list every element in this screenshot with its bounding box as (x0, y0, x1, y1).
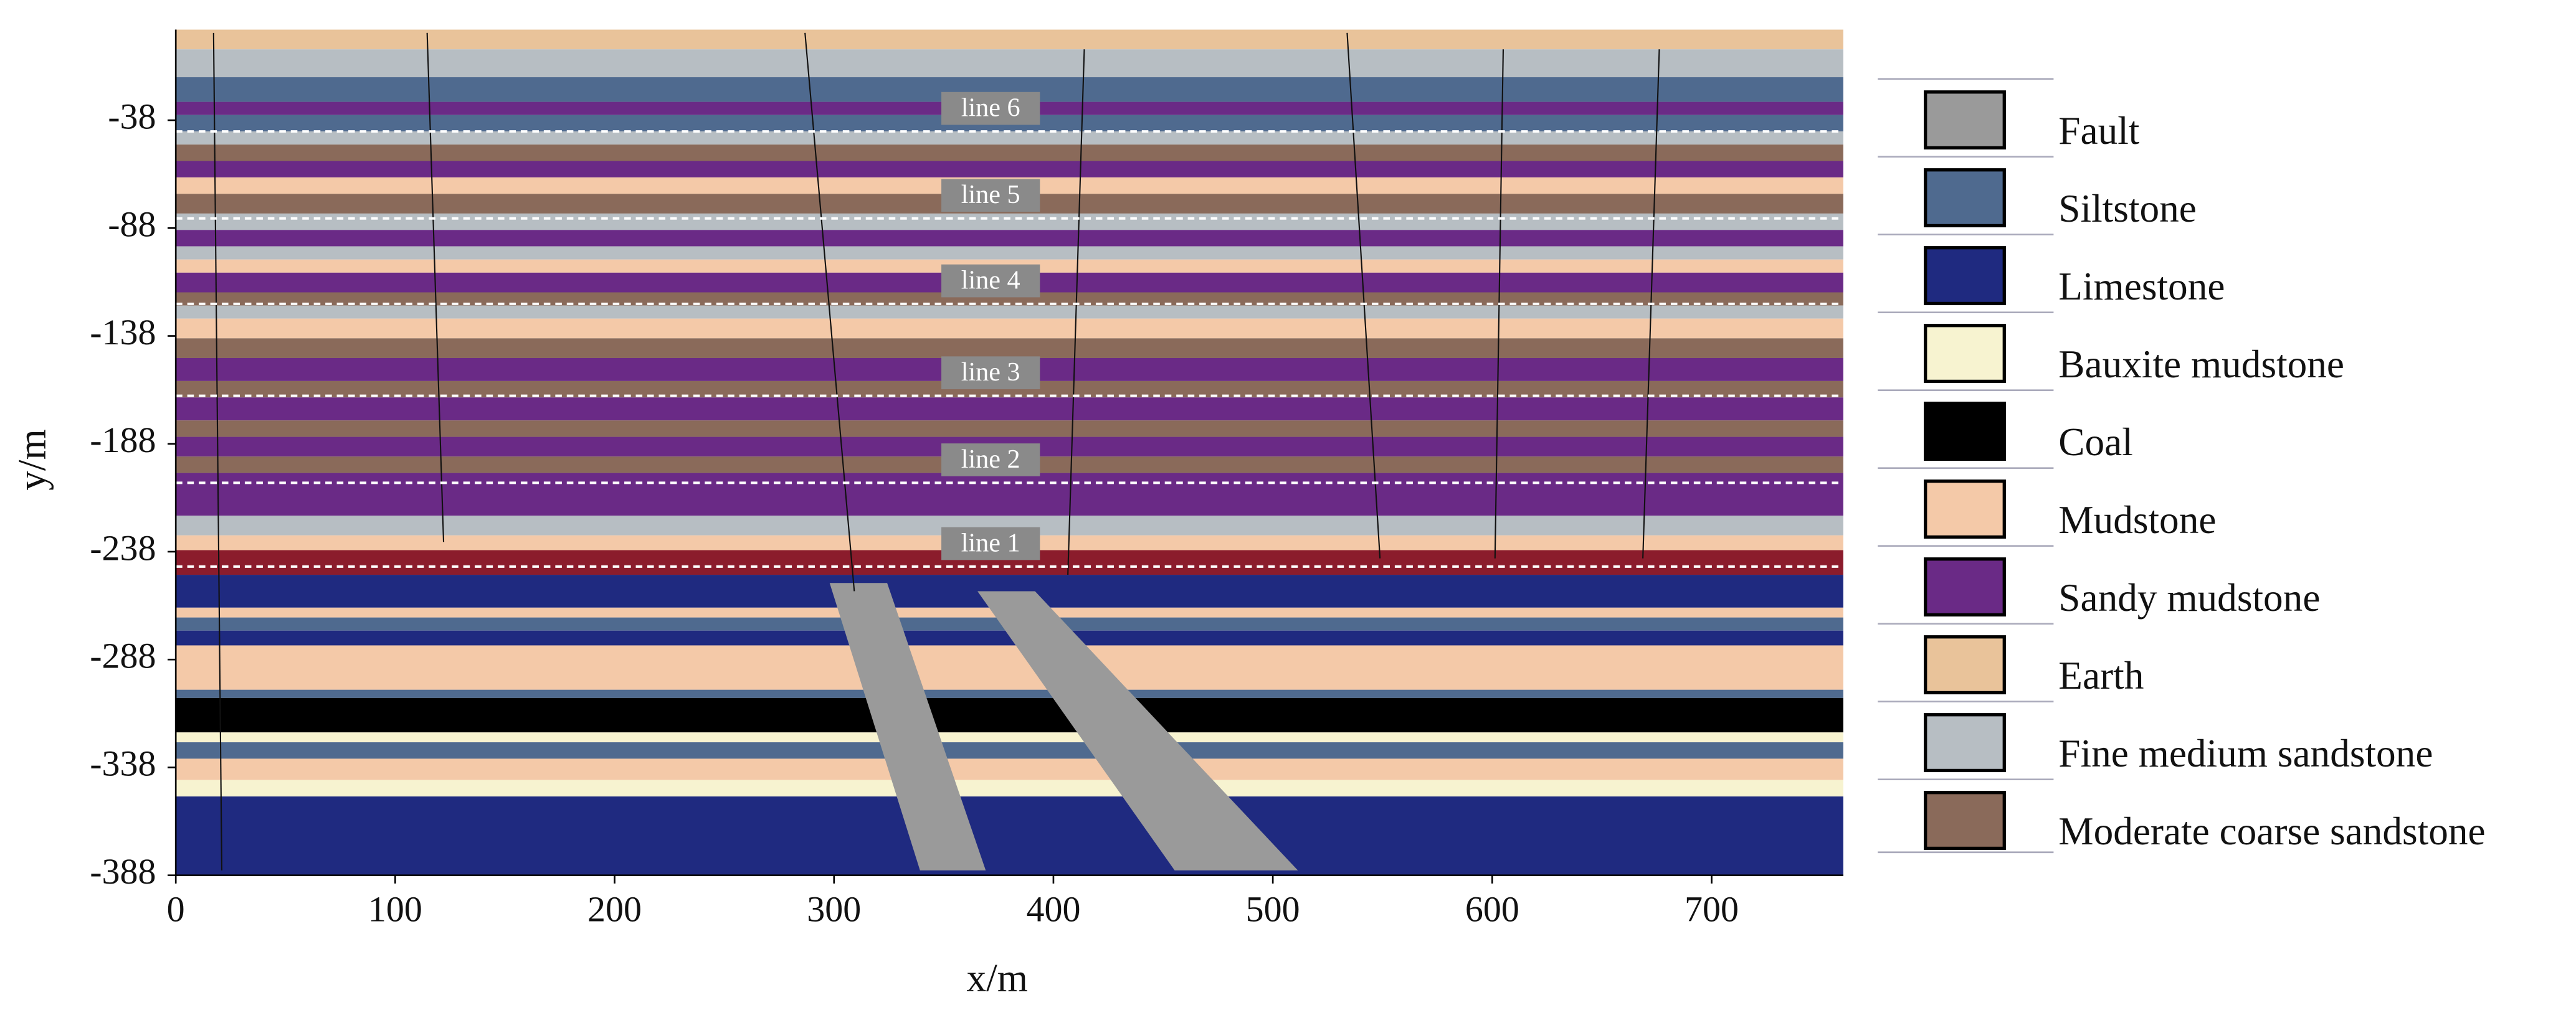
legend-swatch (1924, 713, 2006, 773)
y-tick-label: -38 (108, 96, 156, 136)
legend-swatch (1924, 324, 2006, 384)
stratum (176, 473, 1843, 516)
stratum (176, 29, 1843, 50)
legend-label: Moderate coarse sandstone (2058, 809, 2485, 853)
y-tick-label: -338 (90, 743, 156, 784)
crack (426, 32, 445, 542)
stratum (176, 292, 1843, 306)
stratum (176, 645, 1843, 690)
stratum (176, 630, 1843, 646)
legend-label: Fine medium sandstone (2058, 732, 2433, 775)
stratum (176, 697, 1843, 733)
monitor-label-box (941, 527, 1040, 560)
legend-label: Earth (2058, 654, 2144, 697)
stratum (176, 732, 1843, 743)
x-tick-label: 500 (1246, 889, 1300, 930)
stratum (176, 246, 1843, 260)
x-tick-label: 200 (587, 889, 642, 930)
x-tick-label: 700 (1685, 889, 1739, 930)
stratum (176, 230, 1843, 247)
y-tick-label: -188 (90, 420, 156, 460)
legend-swatch (1924, 635, 2006, 695)
legend-label: Fault (2058, 109, 2140, 153)
monitor-label: line 6 (961, 93, 1020, 122)
x-tick-label: 100 (368, 889, 422, 930)
monitor-label-box (941, 443, 1040, 476)
y-tick-label: -138 (90, 312, 156, 352)
legend-label: Coal (2058, 420, 2133, 464)
legend-label: Sandy mudstone (2058, 576, 2320, 620)
stratum (176, 780, 1843, 797)
y-axis-label: y/m (11, 429, 54, 490)
monitor-label: line 1 (961, 528, 1020, 557)
x-tick-label: 0 (167, 889, 185, 930)
monitor-label-box (941, 264, 1040, 298)
stratum (176, 689, 1843, 698)
monitor-label: line 5 (961, 180, 1020, 209)
stratum (176, 318, 1843, 339)
stratum (176, 161, 1843, 177)
legend-swatch (1924, 246, 2006, 306)
stratum (176, 49, 1843, 78)
legend-label: Siltstone (2058, 187, 2197, 230)
y-tick-label: -88 (108, 204, 156, 245)
y-tick-label: -288 (90, 636, 156, 676)
stratum (176, 305, 1843, 319)
stratum (176, 213, 1843, 230)
stratum (176, 144, 1843, 161)
monitor-label: line 2 (961, 445, 1020, 474)
y-tick-label: -388 (90, 851, 156, 892)
fault-zone (977, 591, 1298, 871)
monitor-label: line 3 (961, 357, 1020, 387)
legend-swatch (1924, 479, 2006, 539)
crack (804, 32, 855, 592)
x-tick-label: 400 (1026, 889, 1080, 930)
crack (1067, 49, 1085, 575)
legend-swatch (1924, 402, 2006, 461)
stratum (176, 338, 1843, 358)
stratum (176, 758, 1843, 780)
legend-swatch (1924, 90, 2006, 150)
stratum (176, 131, 1843, 145)
x-tick-label: 600 (1465, 889, 1519, 930)
stratum (176, 796, 1843, 875)
fault-zone (829, 583, 986, 871)
legend-swatch (1924, 791, 2006, 851)
stratum (176, 420, 1843, 437)
stratum (176, 742, 1843, 759)
legend-label: Mudstone (2058, 498, 2216, 542)
crack (212, 32, 223, 871)
monitor-label: line 4 (961, 265, 1020, 295)
legend-label: Limestone (2058, 265, 2225, 308)
monitor-label-box (941, 179, 1040, 212)
y-tick-label: -238 (90, 527, 156, 568)
x-tick-label: 300 (807, 889, 861, 930)
legend-label: Bauxite mudstone (2058, 342, 2344, 386)
stratum (176, 397, 1843, 421)
monitor-label-box (941, 356, 1040, 390)
x-axis-label: x/m (967, 956, 1028, 1000)
legend-swatch (1924, 557, 2006, 617)
monitor-label-box (941, 92, 1040, 125)
crack (1346, 32, 1381, 559)
legend-swatch (1924, 168, 2006, 228)
